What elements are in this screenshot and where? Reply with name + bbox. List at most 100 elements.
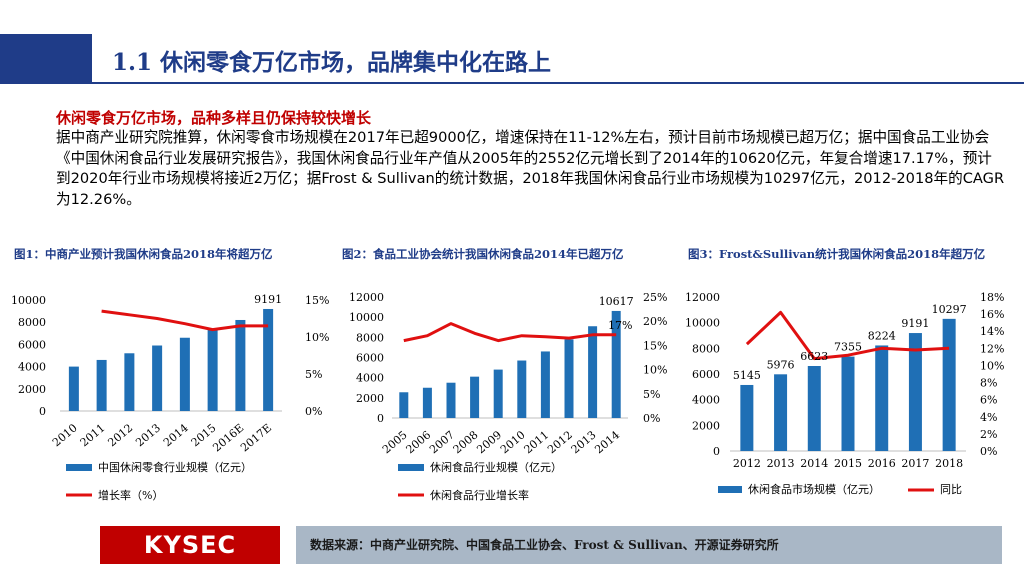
chart1-x-tick: 2016E [210,421,246,454]
chart1-right-tick: 10% [305,331,329,344]
chart2-bar [611,310,621,418]
chart3-right-tick: 8% [980,377,997,390]
chart2-left-tick: 10000 [349,311,384,324]
chart2-right-tick: 20% [643,315,667,328]
section-paragraph: 据中商产业研究院推算，休闲零食市场规模在2017年已超9000亿，增速保持在11… [56,129,1005,208]
chart1-left-tick: 6000 [18,338,46,351]
chart3-right-tick: 14% [980,325,1004,338]
chart3-legend-bar-label: 休闲食品市场规模（亿元） [748,482,880,496]
chart1-bar [235,319,246,411]
section-subtitle: 休闲零食万亿市场，品种多样且仍保持较快增长 [56,109,372,127]
chart2-x-tick: 2014 [592,428,622,456]
chart1-bar [152,345,163,411]
chart2-right-tick: 15% [643,339,667,352]
chart2-x-tick: 2012 [545,428,575,456]
footer: KYSEC 数据来源：中商产业研究院、中国食品工业协会、Frost & Sull… [0,522,1024,568]
chart1-left-tick: 4000 [18,361,46,374]
chart1-bar [207,328,218,411]
chart3-left-tick: 4000 [692,394,720,407]
chart1-title: 图1：中商产业预计我国休闲食品2018年将超万亿 [14,247,273,261]
title-bar: 1.1 休闲零食万亿市场，品牌集中化在路上 [0,34,1024,84]
chart2-left-tick: 2000 [356,392,384,405]
chart3-right-tick: 4% [980,411,997,424]
chart3-right-tick: 10% [980,359,1004,372]
chart2-legend-line-label: 休闲食品行业增长率 [430,488,529,502]
chart2-data-label: 10617 [599,295,634,308]
chart3-bar [740,384,754,451]
chart3-left-tick: 12000 [685,291,720,304]
chart2-left-tick: 8000 [356,331,384,344]
chart3-right-tick: 18% [980,291,1004,304]
chart2-bar [446,382,456,418]
chart3-title: 图3：Frost&Sullivan统计我国休闲食品2018年超万亿 [688,247,986,261]
chart1-x-tick: 2013 [133,421,163,449]
chart1-data-label: 9191 [254,293,282,306]
chart2-x-tick: 2010 [498,428,528,456]
chart3-right-tick: 12% [980,342,1004,355]
chart3-data-label: 5145 [733,369,761,382]
chart2-legend-bar-label: 休闲食品行业规模（亿元） [430,460,562,474]
chart3-right-tick: 2% [980,428,997,441]
chart3-bar [807,366,821,451]
chart3-left-tick: 10000 [685,317,720,330]
chart3-data-label: 8224 [868,329,896,342]
chart3-x-tick: 2018 [935,457,963,470]
chart2-legend-bar-swatch [398,464,424,471]
chart1-right-tick: 15% [305,294,329,307]
chart3-left-tick: 0 [713,445,720,458]
chart2-x-tick: 2008 [451,428,481,456]
chart2-bar [470,376,480,418]
chart3-x-tick: 2014 [800,457,828,470]
chart3-legend-line-label: 同比 [940,483,962,496]
chart2-bar [588,326,598,418]
chart2-bar [564,339,574,418]
chart3-bar [774,374,788,451]
chart1-left-tick: 2000 [18,383,46,396]
chart1-bar [124,353,135,411]
chart3-growth-line [745,310,950,361]
chart2-left-tick: 12000 [349,291,384,304]
chart1-growth-line [101,309,269,332]
chart2-growth-line [403,322,617,343]
chart3-x-tick: 2015 [834,457,862,470]
chart1-left-tick: 8000 [18,316,46,329]
chart3-data-label: 10297 [932,303,967,316]
chart3-right-tick: 6% [980,394,997,407]
chart2-x-tick: 2011 [522,428,552,456]
chart2-bar [517,360,527,418]
chart3-data-label: 5976 [767,358,795,371]
chart3-data-label: 6623 [800,350,828,363]
chart1-legend-bar-label: 中国休闲零食行业规模（亿元） [98,460,252,474]
chart1-right-tick: 5% [305,368,322,381]
chart2-right-tick: 5% [643,388,660,401]
chart3-bar [942,318,956,451]
chart1-bar [179,337,190,411]
title-accent-block [0,34,92,84]
chart1-bar [68,366,79,411]
page-title: 1.1 休闲零食万亿市场，品牌集中化在路上 [112,49,552,76]
chart1-bar [263,308,274,411]
chart1-left-tick: 0 [39,405,46,418]
chart1-x-tick: 2017E [238,421,274,454]
kysec-logo: KYSEC [100,526,280,564]
title-underline [92,82,1024,84]
chart2-bar [540,351,550,418]
chart1-legend-bar-swatch [66,464,92,471]
chart3-bar [875,345,889,451]
chart3-left-tick: 6000 [692,368,720,381]
chart2-right-tick: 25% [643,291,667,304]
chart2-data-label: 17% [608,319,632,332]
chart2-x-tick: 2009 [474,428,504,456]
chart1-x-tick: 2012 [105,421,135,449]
chart3-x-tick: 2016 [868,457,896,470]
chart2-bar [399,392,409,418]
chart3-x-tick: 2012 [733,457,761,470]
chart3-left-tick: 8000 [692,342,720,355]
chart2-bar [422,387,432,418]
chart2-right-tick: 10% [643,364,667,377]
chart1-left-tick: 10000 [11,294,46,307]
chart1-x-tick: 2011 [78,421,108,449]
chart3-legend-bar-swatch [718,486,742,493]
chart2-title: 图2：食品工业协会统计我国休闲食品2014年已超万亿 [342,247,624,261]
